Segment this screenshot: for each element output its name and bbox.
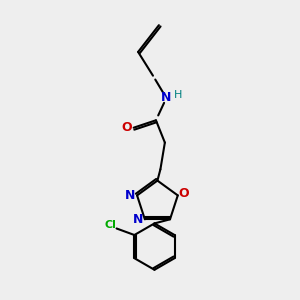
Text: O: O xyxy=(122,121,132,134)
Text: N: N xyxy=(133,213,143,226)
Text: N: N xyxy=(125,189,136,202)
Text: N: N xyxy=(161,92,172,104)
Text: H: H xyxy=(173,90,182,100)
Text: Cl: Cl xyxy=(104,220,116,230)
Text: O: O xyxy=(178,188,189,200)
